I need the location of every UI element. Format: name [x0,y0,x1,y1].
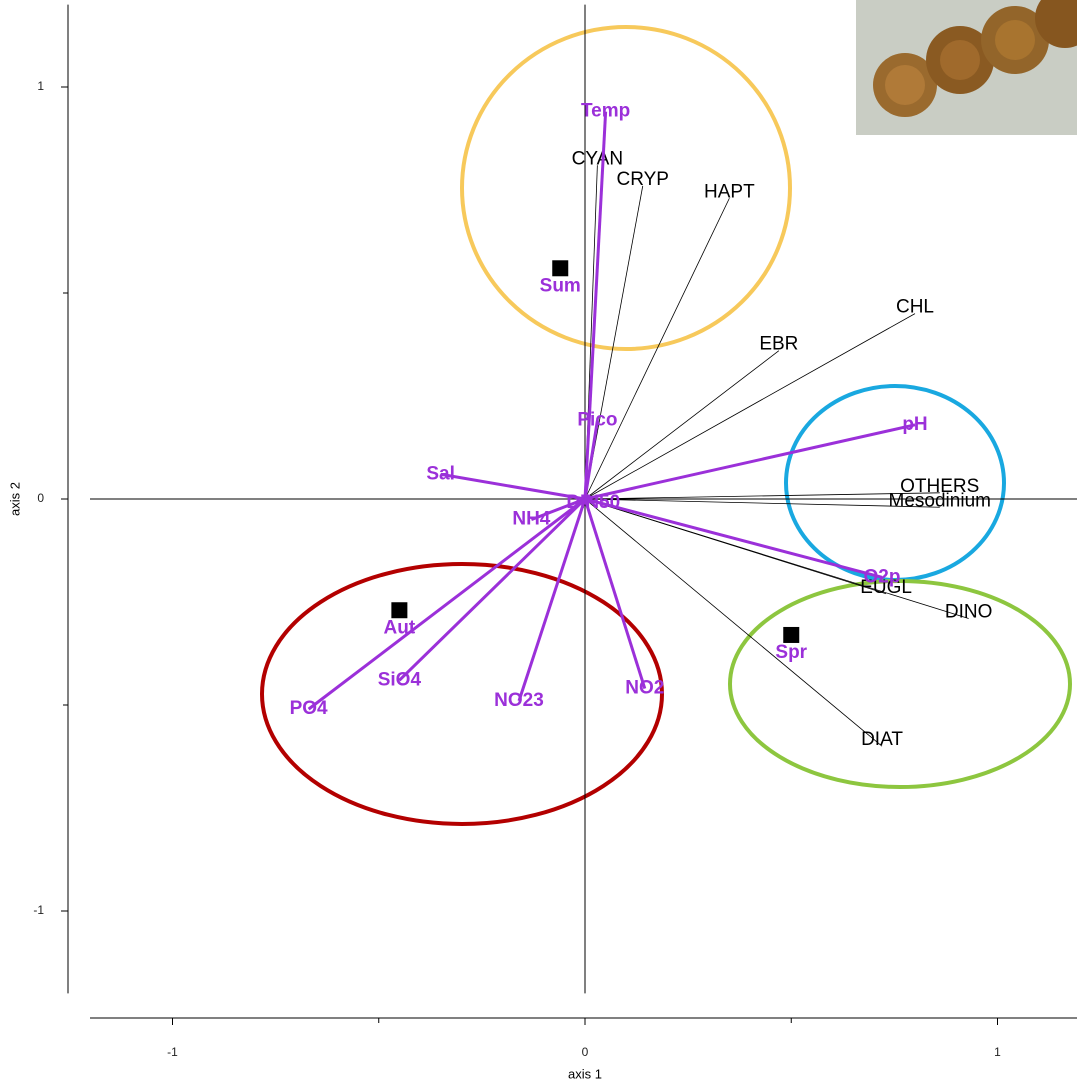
y-tick-label: -1 [33,903,44,917]
species-label: HAPT [704,181,755,202]
sample-label: Sum [540,275,581,296]
species-label: DIAT [861,729,903,750]
environment-label: O2p [864,566,901,587]
chart: axis 1 axis 2 -1 0 1 -1 0 1 CYANCRYP HAPT CHL EBR… [0,0,1077,1085]
environment-label: Temp [581,101,630,122]
environment-label: NO23 [494,690,544,711]
environment-arrow [585,499,645,689]
species-label: CYAN [572,148,623,169]
environment-arrow [441,474,585,499]
environment-arrow [309,499,585,709]
species-label: DINO [945,601,993,622]
species-label: EBR [759,334,798,355]
environment-arrow [585,499,882,577]
y-axis-title: axis 2 [7,482,22,516]
x-tick-label: 1 [994,1045,1001,1059]
group-ellipse [730,581,1070,787]
sample-label: Spr [775,642,807,663]
species-arrow [585,499,969,618]
environment-label: SiO4 [378,669,422,690]
y-tick-label: 1 [37,79,44,93]
environment-arrow [585,425,915,499]
environment-label: pH [902,414,927,435]
species-label: Mesodinium [889,490,991,511]
environment-label: NO2 [625,678,664,699]
species-label: CHL [896,297,934,318]
environment-label: Sal [426,463,455,484]
group-ellipse [262,564,662,824]
sample-point [552,260,568,276]
sample-point [391,602,407,618]
species-arrow [585,499,940,507]
page: axis 1 axis 2 -1 0 1 -1 0 1 CYANCRYP HAPT CHL EBR… [0,0,1077,1085]
environment-label: PO4 [290,698,328,719]
photo-inset [856,0,1077,135]
species-arrow [585,314,915,499]
species-arrow [585,493,940,499]
sample-point [783,627,799,643]
x-tick-label: 0 [582,1045,589,1059]
x-axis-title: axis 1 [568,1066,602,1081]
environment-label: Pico [577,410,617,431]
y-tick-label: 0 [37,491,44,505]
environment-label: NH4 [512,509,550,530]
species-label: CRYP [617,169,669,190]
environment-arrow [399,499,585,680]
x-tick-label: -1 [167,1045,178,1059]
sample-label: Aut [384,617,416,638]
